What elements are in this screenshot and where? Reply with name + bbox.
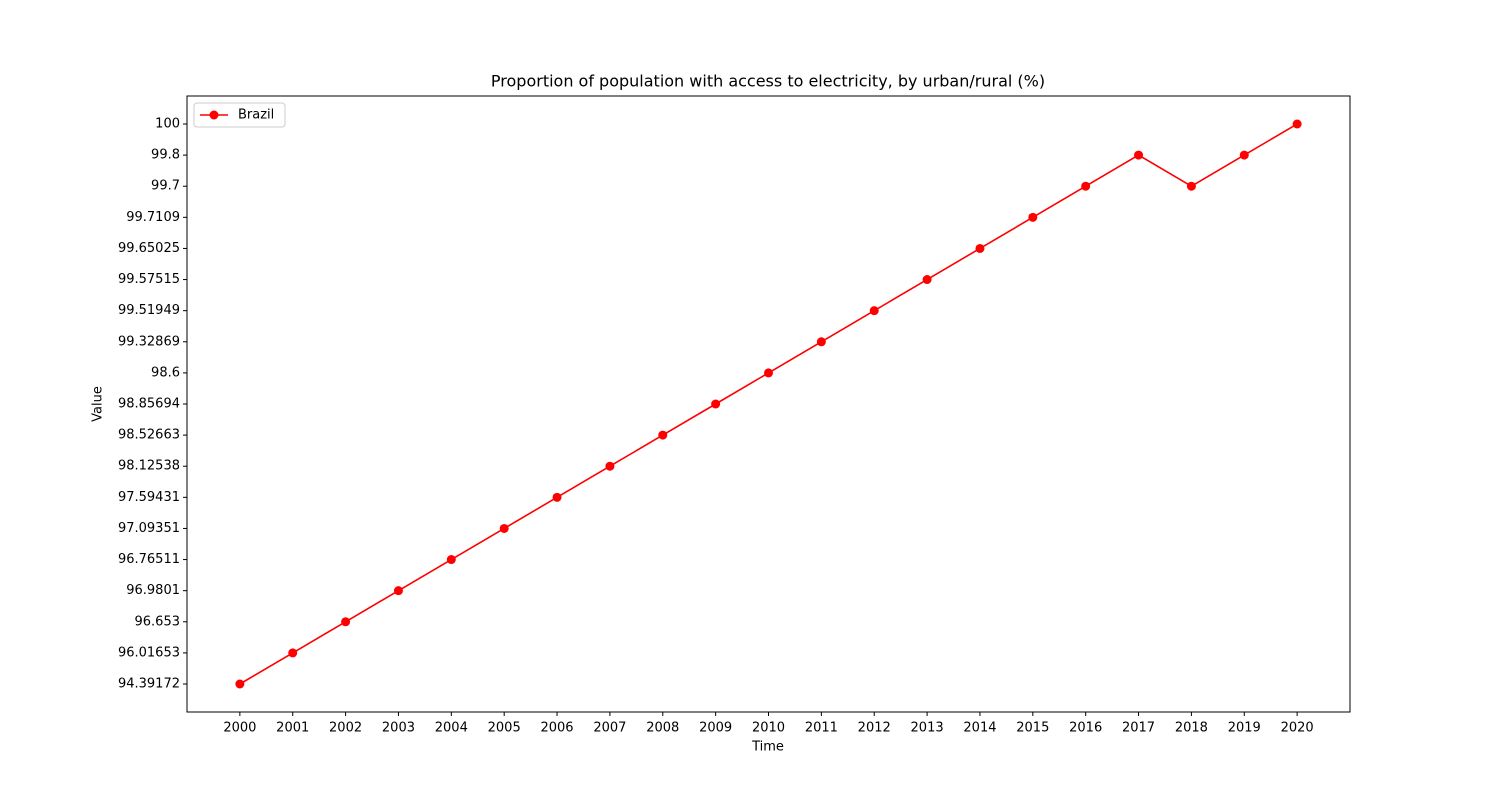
- x-tick-label: 2018: [1175, 721, 1208, 736]
- legend-box: [193, 102, 286, 128]
- y-tick-label: 98.6: [151, 365, 180, 380]
- x-tick-label: 2013: [911, 721, 944, 736]
- y-tick-label: 98.52663: [118, 428, 180, 443]
- data-point: [446, 555, 456, 565]
- x-tick-label: 2015: [1016, 721, 1049, 736]
- data-point: [393, 586, 403, 596]
- data-point: [711, 399, 721, 409]
- x-tick-label: 2016: [1069, 721, 1102, 736]
- x-tick-label: 2020: [1281, 721, 1314, 736]
- plot-frame: [186, 95, 1351, 713]
- data-point: [235, 679, 245, 689]
- x-tick-label: 2019: [1228, 721, 1261, 736]
- y-tick-label: 96.01653: [118, 645, 180, 660]
- data-point: [552, 492, 562, 502]
- data-point: [975, 243, 985, 253]
- x-tick-label: 2008: [646, 721, 679, 736]
- x-tick-label: 2007: [593, 721, 626, 736]
- x-tick-label: 2002: [329, 721, 362, 736]
- y-axis-label: Value: [91, 386, 106, 422]
- x-tick-label: 2014: [963, 721, 996, 736]
- data-point: [499, 523, 509, 533]
- x-tick-label: 2009: [699, 721, 732, 736]
- data-point: [341, 617, 351, 627]
- legend: Brazil: [193, 102, 286, 128]
- data-point: [922, 275, 932, 285]
- x-tick-label: 2004: [435, 721, 468, 736]
- y-tick-label: 99.32869: [118, 334, 180, 349]
- y-tick-label: 99.7: [151, 179, 180, 194]
- series-line: [239, 123, 1298, 685]
- x-tick-label: 2011: [805, 721, 838, 736]
- data-point: [658, 430, 668, 440]
- x-tick-label: 2006: [540, 721, 573, 736]
- y-tick-label: 96.9801: [126, 583, 180, 598]
- y-tick-label: 94.39172: [118, 677, 180, 692]
- y-tick-label: 99.7109: [126, 210, 180, 225]
- data-point: [1239, 150, 1249, 160]
- data-point: [1028, 212, 1038, 222]
- x-axis-label: Time: [751, 740, 784, 755]
- y-tick-label: 99.57515: [118, 272, 180, 287]
- data-point: [1134, 150, 1144, 160]
- y-tick-label: 100: [155, 117, 180, 132]
- x-tick-label: 2003: [382, 721, 415, 736]
- y-tick-label: 99.65025: [118, 241, 180, 256]
- x-tick-label: 2000: [223, 721, 256, 736]
- x-tick-label: 2005: [488, 721, 521, 736]
- x-tick-label: 2001: [276, 721, 309, 736]
- data-point: [1081, 181, 1091, 191]
- chart-title: Proportion of population with access to …: [491, 72, 1045, 91]
- x-tick-label: 2017: [1122, 721, 1155, 736]
- data-point: [288, 648, 298, 658]
- data-point: [869, 306, 879, 316]
- legend-marker: [209, 110, 219, 120]
- y-tick-label: 98.12538: [118, 459, 180, 474]
- y-tick-label: 97.09351: [118, 521, 180, 536]
- x-tick-label: 2012: [858, 721, 891, 736]
- y-tick-label: 99.51949: [118, 303, 180, 318]
- y-tick-label: 96.76511: [118, 552, 180, 567]
- y-tick-label: 98.85694: [118, 397, 180, 412]
- data-point: [816, 337, 826, 347]
- data-point: [1292, 119, 1302, 129]
- data-point: [764, 368, 773, 378]
- y-tick-label: 96.653: [135, 614, 181, 629]
- legend-label: Brazil: [238, 108, 274, 123]
- data-point: [605, 461, 615, 471]
- x-tick-label: 2010: [752, 721, 785, 736]
- y-tick-label: 99.8: [151, 148, 180, 163]
- data-point: [1186, 181, 1196, 191]
- y-tick-label: 97.59431: [118, 490, 180, 505]
